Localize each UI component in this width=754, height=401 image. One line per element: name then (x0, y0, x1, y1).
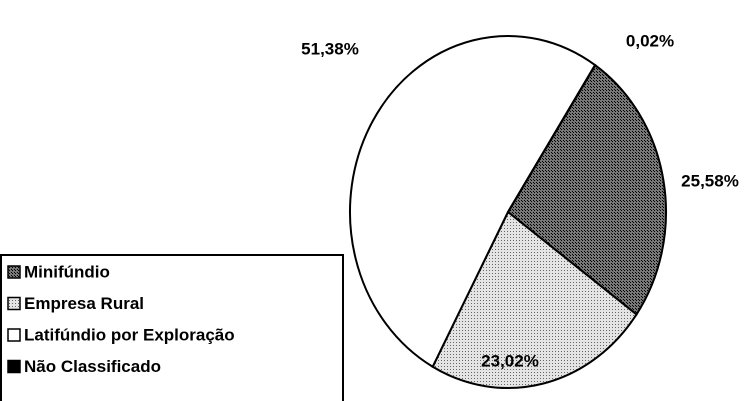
legend-box (0, 254, 344, 401)
pie-slice (506, 63, 667, 316)
pie-slice (507, 63, 597, 213)
legend-label: Não Classificado (24, 357, 161, 376)
data-label: 23,02% (481, 351, 539, 370)
data-label: 51,38% (301, 39, 359, 58)
pie-slice (431, 210, 638, 389)
legend-swatch (7, 296, 21, 311)
legend-label: Empresa Rural (24, 294, 144, 313)
data-label: 25,58% (681, 171, 739, 190)
legend-label: Minifúndio (24, 262, 110, 281)
legend-swatch (7, 265, 21, 279)
data-label: 0,02% (626, 31, 674, 50)
legend-swatch (7, 359, 21, 374)
legend-label: Latifúndio por Exploração (24, 325, 235, 344)
legend-swatch (7, 328, 21, 342)
pie-slice (349, 35, 597, 369)
